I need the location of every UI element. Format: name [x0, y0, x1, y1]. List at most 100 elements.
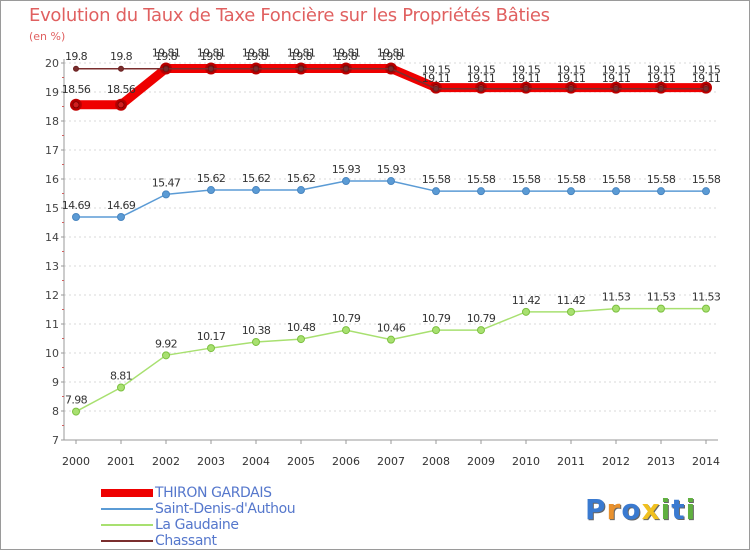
- data-label: 15.58: [602, 173, 631, 186]
- data-point: [253, 65, 259, 72]
- data-label: 19.15: [647, 64, 676, 77]
- legend-swatch: [101, 508, 153, 510]
- data-point-inner: [72, 101, 80, 109]
- y-tick-label: 8: [52, 405, 59, 418]
- data-label: 19.8: [245, 50, 268, 63]
- logo-letter: o: [621, 493, 642, 526]
- data-point: [298, 65, 304, 72]
- data-label: 14.69: [107, 199, 136, 212]
- logo-letter: i: [685, 493, 697, 526]
- data-label: 19.11: [512, 72, 541, 85]
- data-point: [72, 407, 80, 416]
- data-label: 18.56: [62, 83, 91, 96]
- data-label: 10.79: [332, 312, 361, 325]
- data-label: 19.8: [380, 50, 403, 63]
- data-label: 19.81: [377, 47, 406, 60]
- data-point: [208, 65, 214, 72]
- legend-swatch: [101, 524, 153, 526]
- x-tick-label: 2010: [512, 455, 540, 468]
- data-label: 19.11: [467, 72, 496, 85]
- data-label: 11.42: [557, 294, 586, 307]
- logo-letter: t: [671, 493, 686, 526]
- data-point-inner: [117, 101, 125, 109]
- y-tick-label: 16: [45, 173, 59, 186]
- data-label: 15.62: [197, 172, 226, 185]
- legend-swatch: [101, 540, 153, 542]
- data-label: 15.58: [557, 173, 586, 186]
- x-tick-label: 2014: [692, 455, 720, 468]
- data-label: 19.11: [557, 72, 586, 85]
- data-point: [432, 187, 440, 196]
- data-point: [342, 326, 350, 335]
- data-point: [702, 304, 710, 313]
- data-label: 19.11: [692, 72, 721, 85]
- data-label: 11.53: [692, 291, 721, 304]
- x-tick-label: 2004: [242, 455, 270, 468]
- y-tick-label: 13: [45, 260, 59, 273]
- data-label: 11.42: [512, 294, 541, 307]
- data-label: 15.47: [152, 176, 181, 189]
- x-tick-label: 2002: [152, 455, 180, 468]
- data-label: 15.93: [332, 163, 361, 176]
- data-label: 15.58: [422, 173, 451, 186]
- logo-letter: x: [641, 493, 661, 526]
- data-label: 7.98: [65, 394, 88, 407]
- data-label: 19.8: [290, 50, 313, 63]
- data-label: 19.8: [110, 50, 133, 63]
- data-label: 15.62: [287, 172, 316, 185]
- data-label: 10.17: [197, 330, 226, 343]
- data-point: [657, 187, 665, 196]
- data-label: 15.93: [377, 163, 406, 176]
- legend-label: La Gaudaine: [155, 517, 239, 533]
- x-tick-label: 2013: [647, 455, 675, 468]
- data-point: [252, 186, 260, 195]
- y-axis-unit-label: (en %): [29, 30, 66, 43]
- data-label: 15.58: [467, 173, 496, 186]
- data-point: [387, 335, 395, 344]
- data-point: [432, 326, 440, 335]
- data-label: 19.81: [152, 47, 181, 60]
- data-label: 19.15: [557, 64, 586, 77]
- data-point: [658, 85, 664, 92]
- data-point: [342, 177, 350, 186]
- data-label: 19.8: [335, 50, 358, 63]
- data-point: [522, 307, 530, 316]
- y-tick-label: 14: [45, 231, 59, 244]
- data-point: [162, 351, 170, 360]
- data-label: 19.81: [242, 47, 271, 60]
- data-point: [433, 85, 439, 92]
- logo-letter: r: [606, 493, 622, 526]
- y-tick-label: 11: [45, 318, 59, 331]
- data-label: 10.48: [287, 321, 316, 334]
- data-label: 11.53: [647, 291, 676, 304]
- data-point: [388, 65, 394, 72]
- x-tick-label: 2007: [377, 455, 405, 468]
- data-point: [567, 307, 575, 316]
- x-tick-label: 2003: [197, 455, 225, 468]
- y-tick-label: 7: [52, 434, 59, 447]
- data-label: 8.81: [110, 370, 132, 383]
- data-point: [118, 65, 124, 72]
- data-point: [343, 65, 349, 72]
- legend-label: Chassant: [155, 533, 217, 549]
- data-label: 9.92: [155, 337, 177, 350]
- data-point: [477, 326, 485, 335]
- y-tick-label: 20: [45, 57, 59, 70]
- data-label: 19.15: [422, 64, 451, 77]
- data-label: 15.62: [242, 172, 271, 185]
- data-label: 14.69: [62, 199, 91, 212]
- data-point: [73, 65, 79, 72]
- data-label: 11.53: [602, 291, 631, 304]
- data-point: [117, 383, 125, 392]
- x-tick-label: 2008: [422, 455, 450, 468]
- data-point: [162, 190, 170, 199]
- data-point: [567, 187, 575, 196]
- x-tick-label: 2005: [287, 455, 315, 468]
- data-point: [297, 186, 305, 195]
- data-label: 10.79: [467, 312, 496, 325]
- data-label: 19.81: [287, 47, 316, 60]
- x-tick-label: 2011: [557, 455, 585, 468]
- data-point: [207, 186, 215, 195]
- y-tick-label: 9: [52, 376, 59, 389]
- data-label: 19.15: [602, 64, 631, 77]
